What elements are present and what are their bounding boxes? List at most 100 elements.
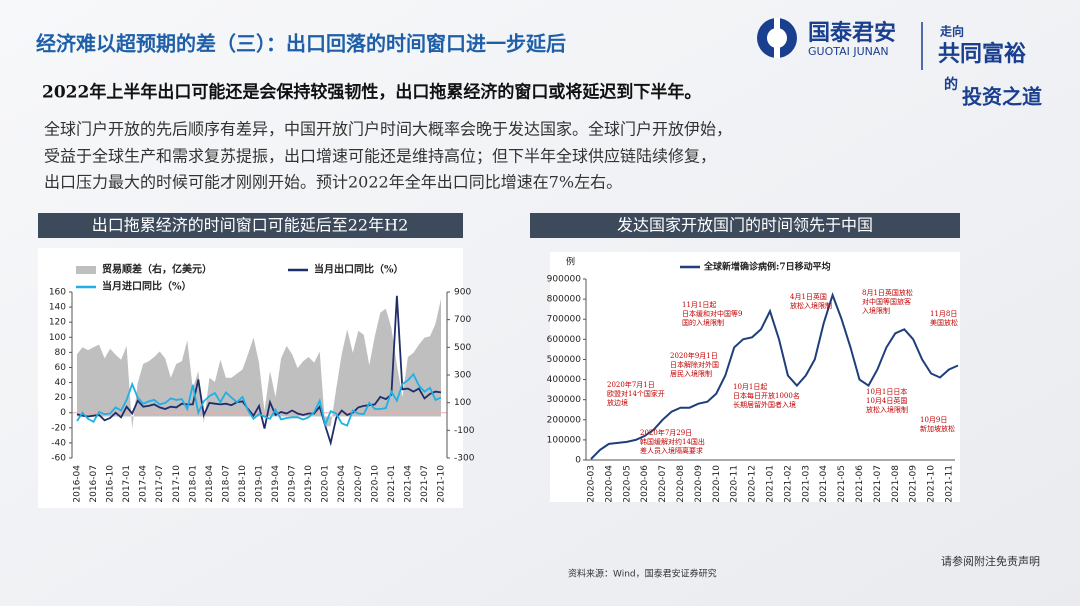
- line: [590, 292, 959, 460]
- annotation: 放松入境限制: [790, 301, 832, 310]
- y-tick-label: 100: [49, 333, 66, 343]
- annotation: 放松入境限制: [866, 405, 908, 414]
- annotation: 10月9日: [920, 416, 947, 424]
- logo-cn: 国泰君安: [808, 20, 896, 46]
- logo-icon: [757, 18, 797, 58]
- y-tick-label: 40: [55, 378, 67, 388]
- y-tick-label: 300000: [547, 395, 582, 405]
- x-tick-label: 2016-10: [106, 465, 116, 503]
- x-tick-label: 2021-09: [909, 465, 919, 503]
- x-tick-label: 2018-10: [238, 465, 248, 503]
- y2-tick-label: 300: [454, 371, 471, 381]
- logo-en: GUOTAI JUNAN: [808, 45, 889, 58]
- y2-tick-label: -300: [454, 454, 475, 464]
- y-tick-label: -40: [51, 438, 66, 448]
- y-tick-label: -60: [51, 454, 66, 464]
- annotation: 11月8日: [930, 310, 957, 318]
- y-tick-label: 120: [49, 318, 66, 328]
- x-tick-label: 2020-04: [337, 465, 347, 503]
- y-tick-label: 60: [55, 363, 67, 373]
- x-tick-label: 2020-03: [587, 465, 597, 503]
- annotation: 日本每日开放1000名: [733, 391, 800, 400]
- y-tick-label: 80: [55, 348, 67, 358]
- chart-header: [530, 213, 960, 238]
- x-tick-label: 2021-06: [855, 465, 865, 503]
- x-tick-label: 2021-04: [403, 465, 413, 503]
- x-tick-label: 2017-01: [122, 465, 132, 503]
- x-tick-label: 2021-08: [891, 465, 901, 503]
- x-tick-label: 2020-11: [730, 465, 740, 503]
- body-text: 全球门户开放的先后顺序有差异，中国开放门户时间大概率会晚于发达国家。全球门户开放…: [44, 120, 732, 139]
- y2-tick-label: 700: [454, 315, 471, 325]
- chart-title: 发达国家开放国门的时间领先于中国: [617, 216, 873, 235]
- annotation: 日本缓和对中国等9: [682, 309, 742, 318]
- x-tick-label: 2021-10: [927, 465, 937, 503]
- y-tick-label: 20: [55, 393, 67, 403]
- chart-title: 出口拖累经济的时间窗口可能延后至22年H2: [92, 216, 409, 235]
- slogan: 共同富裕: [938, 41, 1026, 67]
- x-tick-label: 2017-10: [172, 465, 182, 503]
- y-tick-label: 100000: [547, 435, 582, 445]
- y2-tick-label: 900: [454, 288, 471, 298]
- y-tick-label: 400000: [547, 375, 582, 385]
- x-tick-label: 2021-11: [945, 465, 955, 503]
- y-tick-label: 160: [49, 288, 66, 298]
- x-tick-label: 2020-01: [321, 465, 331, 503]
- x-tick-label: 2019-04: [271, 465, 281, 503]
- x-tick-label: 2018-07: [221, 465, 231, 503]
- line: [76, 295, 442, 447]
- slogan: 走向: [940, 24, 964, 39]
- body-text: 受益于全球生产和需求复苏提振，出口增速可能还是维持高位；但下半年全球供应链陆续修…: [44, 147, 716, 166]
- annotation: 差人员入境隔离要求: [640, 446, 703, 455]
- area: [77, 298, 441, 429]
- annotation: 放边境: [607, 398, 628, 407]
- y-tick-label: 140: [49, 303, 66, 313]
- x-tick-label: 2017-07: [155, 465, 165, 503]
- y-tick-label: 0: [575, 456, 581, 466]
- body-text: 出口压力最大的时候可能才刚刚开始。预计2022年全年出口同比增速在7%左右。: [44, 173, 622, 192]
- y-tick-label: -20: [51, 423, 66, 433]
- annotation: 入境限制: [862, 306, 890, 315]
- x-tick-label: 2021-05: [837, 465, 847, 503]
- y2-tick-label: -100: [454, 426, 475, 436]
- legend-label: 当月进口同比（%）: [102, 280, 192, 293]
- y-tick-label: 0: [60, 408, 66, 418]
- annotation: 8月1日英国放松: [862, 288, 913, 297]
- x-tick-label: 2021-07: [873, 465, 883, 503]
- annotation: 10月1日起: [733, 383, 767, 391]
- y-axis-label: 例: [566, 256, 575, 268]
- legend-swatch: [76, 266, 96, 274]
- y-tick-label: 900000: [547, 275, 582, 285]
- annotation: 欧盟对14个国家开: [607, 389, 665, 398]
- annotation: 新加坡放松: [920, 424, 955, 433]
- y-tick-label: 200000: [547, 415, 582, 425]
- x-tick-label: 2020-10: [370, 465, 380, 503]
- x-tick-label: 2021-10: [437, 465, 447, 503]
- y-tick-label: 800000: [547, 295, 582, 305]
- chart-header: [38, 213, 463, 238]
- x-tick-label: 2020-10: [712, 465, 722, 503]
- legend-label: 当月出口同比（%）: [314, 263, 404, 276]
- x-tick-label: 2021-04: [819, 465, 829, 503]
- x-tick-label: 2021-01: [766, 465, 776, 503]
- x-tick-label: 2019-01: [255, 465, 265, 503]
- annotation: 11月1日起: [682, 301, 716, 309]
- y-tick-label: 700000: [547, 315, 582, 325]
- annotation: 2020年7月29日: [640, 428, 692, 437]
- x-tick-label: 2019-07: [288, 465, 298, 503]
- y-tick-label: 600000: [547, 335, 582, 345]
- slogan: 的: [944, 76, 958, 93]
- x-tick-label: 2020-04: [604, 465, 614, 503]
- slide-title: 经济难以超预期的差（三）：出口回落的时间窗口进一步延后: [36, 32, 566, 56]
- y-tick-label: 500000: [547, 355, 582, 365]
- annotation: 韩国缓解对约14国出: [640, 437, 705, 446]
- annotation: 美国放松: [930, 318, 958, 327]
- x-tick-label: 2020-06: [640, 465, 650, 503]
- annotation: 4月1日英国: [790, 292, 827, 301]
- x-tick-label: 2017-04: [139, 465, 149, 503]
- x-tick-label: 2016-07: [89, 465, 99, 503]
- line: [76, 372, 442, 428]
- x-tick-label: 2018-01: [188, 465, 198, 503]
- x-tick-label: 2020-12: [748, 465, 758, 503]
